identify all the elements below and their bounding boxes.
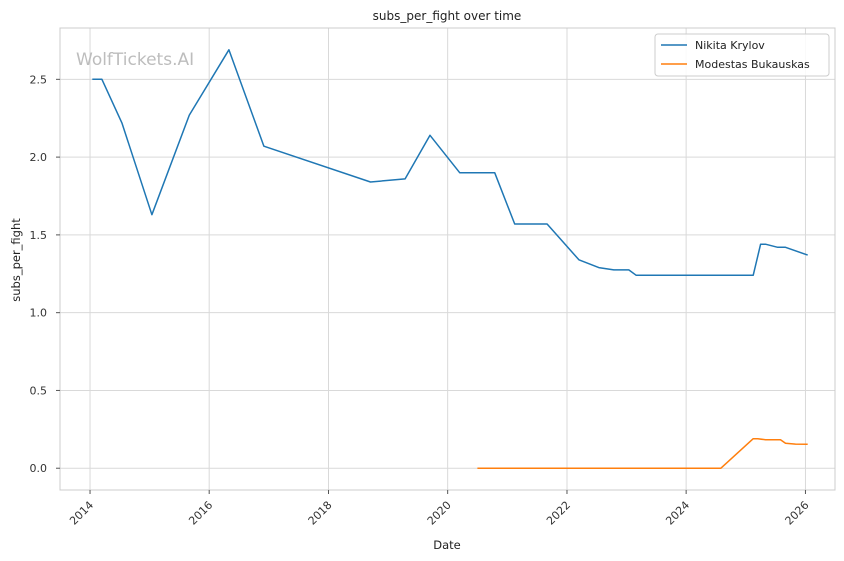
watermark: WolfTickets.AI — [76, 50, 194, 70]
legend-entry: Modestas Bukauskas — [695, 58, 810, 71]
y-tick-label: 2.0 — [30, 151, 48, 164]
series-line-modestas-bukauskas — [477, 437, 808, 469]
series-layer — [92, 49, 808, 469]
y-axis-label: subs_per_fight — [9, 218, 23, 302]
x-tick-label: 2018 — [306, 499, 335, 528]
chart-title: subs_per_fight over time — [373, 9, 522, 23]
legend-entry: Nikita Krylov — [695, 39, 765, 52]
x-tick-label: 2022 — [544, 499, 573, 528]
x-tick-label: 2020 — [425, 499, 454, 528]
x-tick-label: 2024 — [663, 499, 692, 528]
y-tick-label: 2.5 — [30, 73, 48, 86]
x-axis-label: Date — [433, 538, 461, 552]
x-tick-label: 2014 — [67, 499, 96, 528]
x-tick-label: 2026 — [783, 499, 812, 528]
y-tick-label: 1.5 — [30, 229, 48, 242]
series-line-nikita-krylov — [92, 49, 808, 277]
x-tick-label: 2016 — [186, 499, 215, 528]
x-axis-ticks: 2014 2016 2018 2020 2022 2024 2026 — [67, 490, 812, 528]
legend: Nikita Krylov Modestas Bukauskas — [654, 33, 830, 77]
grid-lines — [60, 28, 835, 490]
y-axis-ticks: 0.0 0.5 1.0 1.5 2.0 2.5 — [30, 73, 60, 475]
y-tick-label: 0.5 — [30, 384, 48, 397]
y-tick-label: 1.0 — [30, 307, 48, 320]
y-tick-label: 0.0 — [30, 462, 48, 475]
legend-box — [654, 33, 830, 77]
